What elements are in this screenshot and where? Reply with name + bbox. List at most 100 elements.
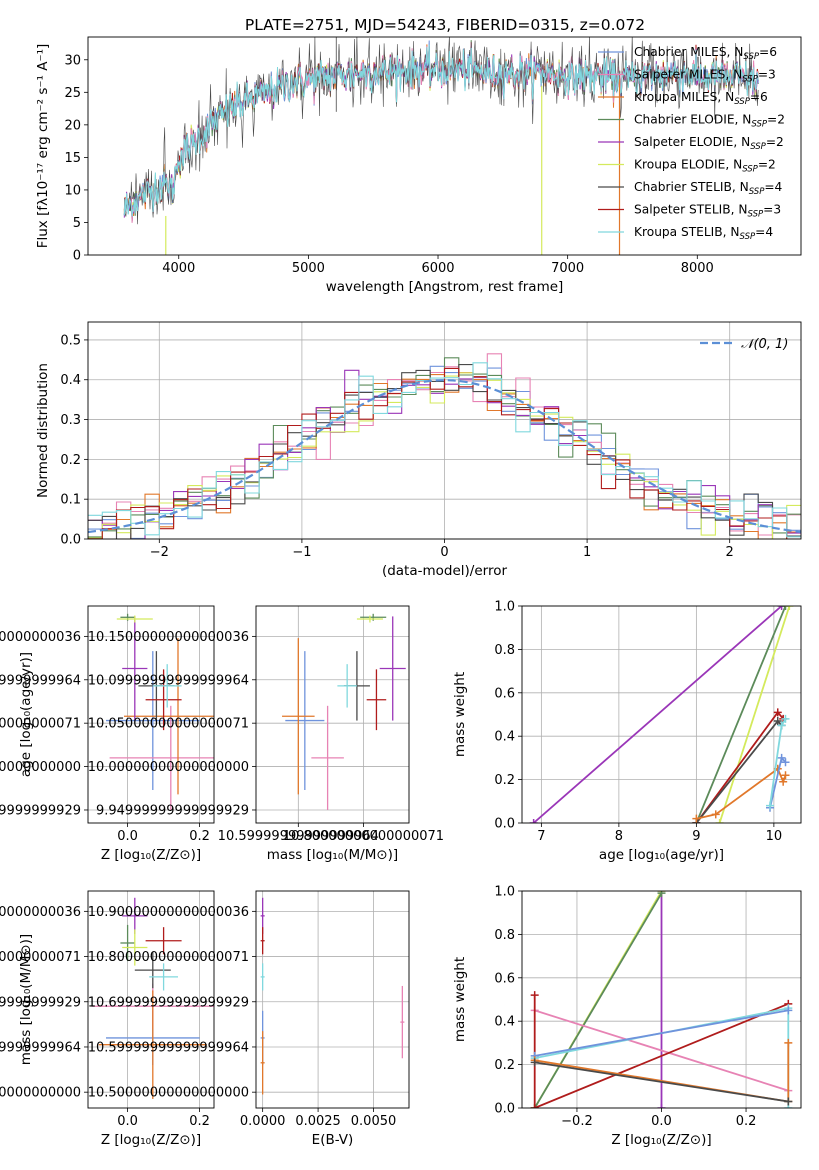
plus-marker [530,1058,539,1067]
x-tick-label: 5000 [292,261,325,276]
legend-label-sub: SSP [743,52,759,62]
normal-reference-curve [88,379,801,534]
legend-label-tail: =6 [759,45,777,59]
legend-label-tail: =4 [764,180,782,194]
y-tick-label: 10 [64,183,81,198]
legend-label-tail: =4 [755,225,773,239]
x-axis-label: age [log₁₀(age/yr)] [599,847,724,863]
y-tick-label: 0.3 [60,413,81,428]
x-tick-label: 4000 [162,261,195,276]
y-tick-label: 10.59999999999999964 [88,1040,249,1055]
plus-marker [781,714,790,723]
y-tick-label: 10.80000000000000071 [88,950,249,965]
axes-frame [87,321,802,540]
axes-frame [255,890,410,1109]
legend-label: Salpeter STELIB, NSSP=3 [634,203,781,220]
plot-marks [106,613,214,810]
y-axis-label: age [log₁₀(age/yr)] [18,652,34,777]
legend-label-text: Salpeter ELODIE, N [634,135,750,149]
plot-marks [88,353,801,539]
y-tick-label: 5 [73,216,81,231]
y-axis-label: mass weight [452,672,468,757]
plot-marks [282,613,406,810]
plot-marks [530,891,793,1108]
y-tick-label: 10.15000000000000036 [88,630,249,645]
legend-label-sub: SSP [751,120,767,130]
mass-weight-line [695,606,787,823]
chart-mass-weight-vs-Z: −0.2 0.0 0.2 0.0 0.2 0.4 0.6 0.8 1.0 Z [log₁₀(Z/Z… [452,885,802,1148]
mass-weight-line [534,1009,789,1057]
axes-frame [521,605,802,824]
plot-marks [260,897,405,1095]
plot-area: 4000 5000 6000 7000 8000051015202530waveleng… [0,36,802,1148]
plus-marker [777,721,786,730]
mass-weight-line [534,1009,789,1092]
mass-weight-line [534,1061,789,1103]
histogram-step [88,362,801,538]
legend-label: Chabrier ELODIE, NSSP=2 [634,113,785,130]
y-tick-label: 10.90000000000000036 [88,905,249,920]
y-tick-label: 10.50000000000000000 [0,1086,81,1101]
legend-label-text: Chabrier ELODIE, N [634,113,751,127]
x-tick-label: 2 [726,545,734,560]
x-tick-label: 10.59999999999999964 [218,829,379,844]
plus-marker [781,606,790,610]
y-tick-label: 10.80000000000000071 [0,950,81,965]
axes-frame [87,605,215,824]
y-tick-label: 10.09999999999999964 [0,673,81,688]
plus-marker [781,758,790,767]
legend-label-tail: =6 [750,90,768,104]
y-tick-label: 10.69999999999999929 [0,995,81,1010]
y-tick-label: 0.8 [494,928,515,943]
y-axis-label: Normed distribution [35,363,51,498]
y-tick-label: 20 [64,118,81,133]
y-tick-label: 10.05000000000000071 [88,717,249,732]
mass-weight-line [533,892,663,1108]
y-tick-label: 10.00000000000000000 [0,760,81,775]
legend-label: Salpeter ELODIE, NSSP=2 [634,135,784,152]
plus-marker [777,753,786,762]
legend-label-tail: =2 [766,135,784,149]
plot-marks [91,897,214,1099]
legend-label-tail: =2 [767,113,785,127]
plus-marker [773,717,782,726]
histogram-step [88,367,801,539]
x-tick-label: 7 [537,829,545,844]
x-axis-label: wavelength [Angstrom, rest frame] [326,279,564,295]
x-tick-label: 1 [583,545,591,560]
x-tick-label: 10 [766,829,783,844]
plus-marker [711,810,720,819]
x-axis-label: Z [log₁₀(Z/Z⊙)] [101,1132,201,1148]
y-tick-label: 0 [73,249,81,264]
y-axis-label: mass weight [452,957,468,1042]
x-tick-label: 0.0000 [240,1114,286,1129]
y-tick-label: 1.0 [494,600,515,615]
plus-marker [530,1104,539,1108]
legend-label: Kroupa MILES, NSSP=6 [634,90,768,107]
legend-label: Salpeter MILES, NSSP=3 [634,68,776,85]
mass-weight-line [718,606,791,823]
legend-label-sub: SSP [734,97,750,107]
y-tick-label: 0.5 [60,333,81,348]
x-axis-label: Z [log₁₀(Z/Z⊙)] [611,1132,711,1148]
legend-label-tail: =3 [758,68,776,82]
y-axis-label: Flux [fλ10⁻¹⁷ erg cm⁻² s⁻¹ A⁻¹] [35,44,51,249]
legend-label-text: Chabrier STELIB, N [634,180,749,194]
y-tick-label: 15 [64,151,81,166]
x-tick-label: 7000 [551,261,584,276]
plus-marker [784,1006,793,1015]
y-tick-label: 9.94999999999999929 [0,803,81,818]
x-tick-label: 0.2 [189,1114,210,1129]
x-tick-label: 10.80000000000000071 [283,829,444,844]
x-axis-label: Z [log₁₀(Z/Z⊙)] [101,847,201,863]
y-tick-label: 10.00000000000000000 [88,760,249,775]
x-tick-label: −1 [292,545,311,560]
x-tick-label: 0.0050 [351,1114,397,1129]
legend-label-sub: SSP [747,210,763,220]
legend-label-sub: SSP [749,187,765,197]
y-tick-label: 0.0 [60,533,81,548]
chart-spectrum: 4000 5000 6000 7000 8000 0 5 10 15 20 25 30 waveleng… [35,36,802,295]
plus-marker [779,777,788,786]
chart-mass-vs-EBV: 0.0000 0.0025 0.0050 10.50000000000000000 10… [88,890,410,1148]
